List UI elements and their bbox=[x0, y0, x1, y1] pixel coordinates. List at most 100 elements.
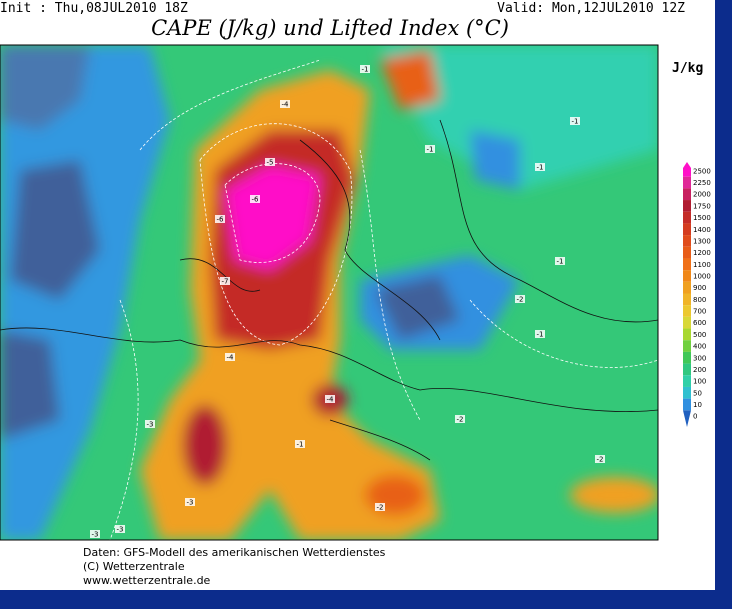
colorbar-label: 0 bbox=[693, 413, 697, 421]
colorbar-cell bbox=[683, 200, 691, 212]
contour-label: -6 bbox=[252, 196, 260, 204]
label-box bbox=[455, 415, 465, 423]
colorbar-label: 600 bbox=[693, 319, 706, 327]
plume bbox=[380, 50, 440, 110]
colorbar-cell bbox=[683, 270, 691, 282]
colorbar-cell bbox=[683, 410, 691, 427]
label-box bbox=[425, 145, 435, 153]
label-box bbox=[225, 353, 235, 361]
max-core bbox=[225, 165, 320, 270]
label-box bbox=[250, 195, 260, 203]
colorbar-cell bbox=[683, 293, 691, 306]
colorbar-label: 1100 bbox=[693, 261, 711, 269]
contour-labels: -1 -1 -1 -1 -1 -1 -2 -2 -2 -3 -3 -3 -4 -4 -4 -5 -6 -6 -7 -2… bbox=[90, 65, 605, 539]
field bbox=[0, 45, 658, 540]
contour-label: -1 bbox=[537, 331, 544, 339]
label-box bbox=[555, 257, 565, 265]
map: -1 -1 -1 -1 -1 -1 -2 -2 -2 -3 -3 -3 -4 -4 -4 -5 -6 -6 -7 -2… bbox=[0, 45, 658, 540]
label-box bbox=[325, 395, 335, 403]
colorbar-label: 1400 bbox=[693, 226, 711, 234]
dark-area bbox=[0, 45, 90, 130]
colorbar-label: 10 bbox=[693, 401, 702, 409]
colorbar-cell bbox=[683, 328, 691, 341]
colorbar-cell bbox=[683, 398, 691, 411]
colorbar-cell bbox=[683, 258, 691, 271]
colorbar-unit: J/kg bbox=[672, 61, 703, 76]
colorbar-label: 2500 bbox=[693, 167, 711, 175]
colorbar: 2500225020001750150014001300120011001000… bbox=[683, 162, 711, 427]
colorbar-cell bbox=[683, 235, 691, 247]
dark-area bbox=[10, 160, 100, 300]
colorbar-cell bbox=[683, 375, 691, 387]
colorbar-cell bbox=[683, 363, 691, 376]
label-box bbox=[570, 117, 580, 125]
colorbar-label: 100 bbox=[693, 378, 706, 386]
colorbar-label: 1000 bbox=[693, 272, 711, 280]
colorbar-cell bbox=[683, 316, 691, 329]
colorbar-label: 300 bbox=[693, 354, 706, 362]
contour-label: -5 bbox=[267, 159, 274, 167]
colorbar-label: 700 bbox=[693, 308, 706, 316]
colorbar-cell bbox=[683, 188, 691, 201]
colorbar-label: 1300 bbox=[693, 237, 711, 245]
contour-label: -1 bbox=[362, 66, 369, 74]
footer-url: www.wetterzentrale.de bbox=[83, 574, 211, 587]
colorbar-label: 500 bbox=[693, 331, 706, 339]
plume bbox=[365, 475, 425, 515]
contour-label: -1 bbox=[572, 118, 579, 126]
dark-area bbox=[375, 275, 460, 340]
contour-label: -2 bbox=[597, 456, 604, 464]
label-box bbox=[375, 503, 385, 511]
label-box bbox=[90, 530, 100, 538]
colorbar-label: 1750 bbox=[693, 202, 711, 210]
footer-copyright: (C) Wetterzentrale bbox=[83, 560, 185, 573]
colorbar-label: 50 bbox=[693, 389, 702, 397]
label-box bbox=[295, 440, 305, 448]
colorbar-label: 800 bbox=[693, 296, 706, 304]
contour-label: -1 bbox=[557, 258, 564, 266]
dark-area bbox=[0, 330, 60, 440]
frame-right bbox=[715, 0, 732, 609]
contour-label: -2 bbox=[377, 504, 384, 512]
contours bbox=[109, 59, 658, 540]
label-box bbox=[595, 455, 605, 463]
map-frame bbox=[0, 44, 659, 541]
colorbar-label: 2000 bbox=[693, 191, 711, 199]
contour-label: -6 bbox=[217, 216, 225, 224]
map-title: CAPE (J/kg) und Lifted Index (°C) bbox=[151, 16, 509, 40]
colorbar-cell bbox=[683, 386, 691, 399]
contour-label: -1 bbox=[297, 441, 304, 449]
label-box bbox=[215, 215, 225, 223]
colorbar-cell bbox=[683, 340, 691, 352]
contour-label: -3 bbox=[187, 499, 194, 507]
colorbar-cell bbox=[683, 211, 691, 224]
contour-label: -7 bbox=[222, 278, 229, 286]
footer-source: Daten: GFS-Modell des amerikanischen Wet… bbox=[83, 546, 386, 559]
contour-label: -3 bbox=[147, 421, 154, 429]
label-box bbox=[115, 525, 125, 533]
contour-label: -3 bbox=[92, 531, 99, 539]
colorbar-cell bbox=[683, 162, 691, 177]
label-box bbox=[535, 330, 545, 338]
low-cape bbox=[470, 130, 520, 190]
label-box bbox=[280, 100, 290, 108]
label-box bbox=[535, 163, 545, 171]
contour-label: -2 bbox=[517, 296, 524, 304]
colorbar-cell bbox=[683, 305, 691, 317]
contour-label: -1 bbox=[427, 146, 434, 154]
contour-label: -4 bbox=[282, 101, 290, 109]
label-box bbox=[220, 277, 230, 285]
colorbar-cell bbox=[683, 223, 691, 236]
contour-label: -3 bbox=[117, 526, 124, 534]
teal-area bbox=[380, 45, 658, 190]
contour-label: -4 bbox=[227, 354, 235, 362]
contour-label: -4 bbox=[327, 396, 335, 404]
colorbar-cell bbox=[683, 351, 691, 364]
label-box bbox=[515, 295, 525, 303]
label-box bbox=[360, 65, 370, 73]
valid-time: Valid: Mon,12JUL2010 12Z bbox=[497, 1, 685, 16]
plume bbox=[570, 477, 658, 513]
colorbar-label: 400 bbox=[693, 343, 706, 351]
colorbar-label: 900 bbox=[693, 284, 706, 292]
